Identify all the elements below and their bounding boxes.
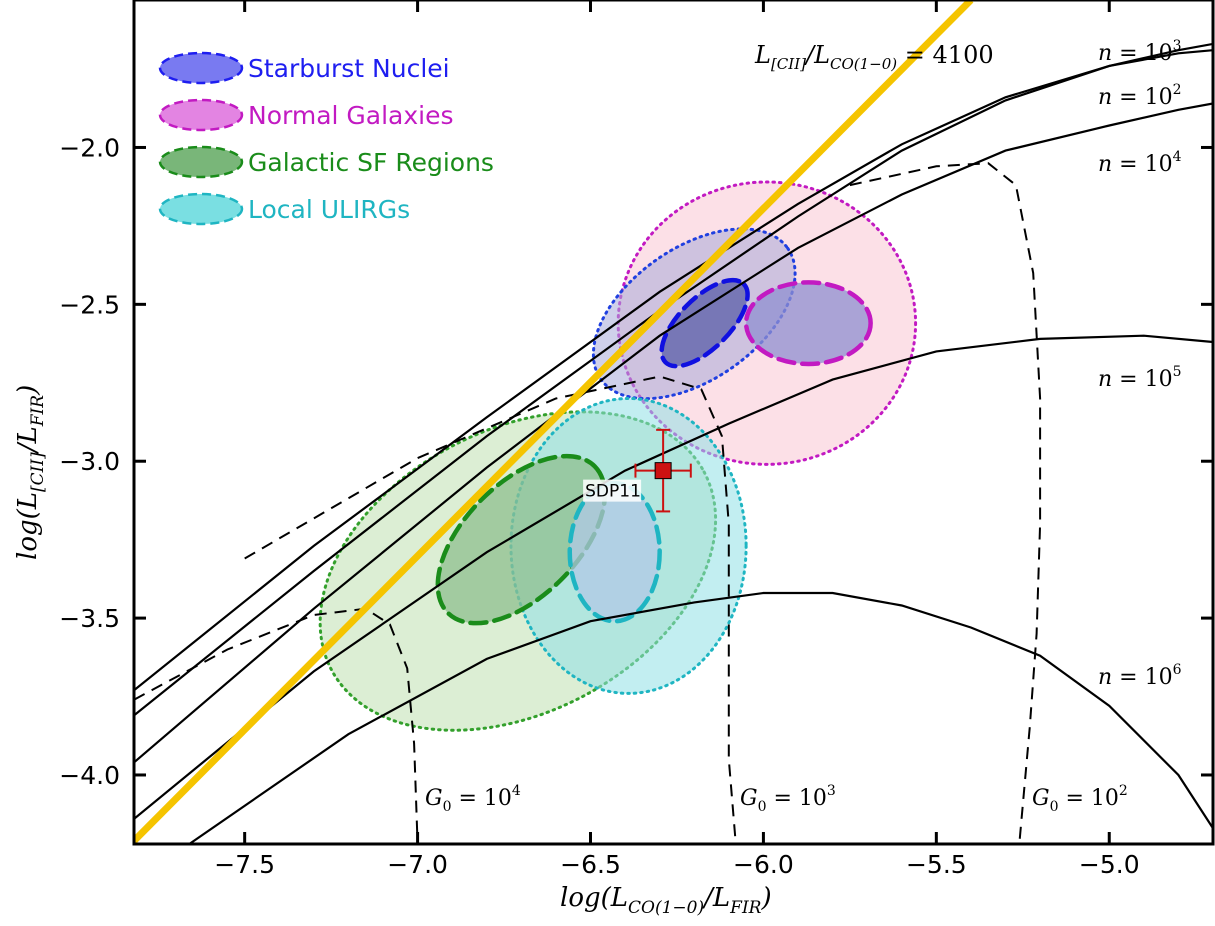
density-curves bbox=[134, 42, 1213, 844]
legend-label-normal-galaxies: Normal Galaxies bbox=[248, 101, 454, 130]
legend-label-local-ulirgs: Local ULIRGs bbox=[248, 195, 410, 224]
legend-label-starburst-nuclei: Starburst Nuclei bbox=[248, 54, 450, 83]
density-curve-n-10-2 bbox=[134, 49, 1213, 692]
density-label-n1e2: n = 102 bbox=[1098, 82, 1182, 110]
density-label-n1e4: n = 104 bbox=[1098, 149, 1182, 177]
density-label-n1e5: n = 105 bbox=[1098, 364, 1182, 392]
tick-labels: −7.5 −7.0 −6.5 −6.0 −5.5 −5.0 −4.0 −3.5 −3.0 −2.5… bbox=[59, 133, 1139, 879]
data-points: SDP11 bbox=[583, 428, 692, 513]
y-tick-label-0: −4.0 bbox=[59, 761, 120, 790]
point-sdp11-marker bbox=[654, 462, 672, 480]
region-local-ulirgs-inner bbox=[567, 480, 662, 624]
legend-patch-galactic-sf-regions bbox=[158, 145, 244, 179]
plot-frame bbox=[132, 0, 1215, 846]
x-tick-label-2: −6.5 bbox=[560, 850, 621, 879]
x-tick-label-5: −5.0 bbox=[1079, 850, 1140, 879]
legend-patch-local-ulirgs bbox=[158, 192, 244, 226]
legend: Starburst Nuclei Normal Galaxies Galactic … bbox=[158, 51, 494, 226]
g0-label-1e2: G0 = 102 bbox=[1032, 783, 1128, 815]
g0-label-1e3: G0 = 103 bbox=[740, 783, 836, 815]
y-tick-label-3: −2.5 bbox=[59, 290, 120, 319]
g0-curve-g0-10-4 bbox=[134, 607, 419, 844]
x-tick-label-0: −7.5 bbox=[214, 850, 275, 879]
x-tick-label-4: −5.5 bbox=[906, 850, 967, 879]
y-tick-label-1: −3.5 bbox=[59, 604, 120, 633]
density-label-n1e6: n = 106 bbox=[1098, 662, 1182, 690]
ticks bbox=[134, 0, 1213, 844]
g0-curve-g0-10-3 bbox=[244, 375, 737, 844]
legend-label-galactic-sf-regions: Galactic SF Regions bbox=[248, 148, 494, 177]
inner-regions bbox=[435, 277, 873, 626]
density-curve-n-10-4 bbox=[134, 102, 1213, 764]
legend-patch-normal-galaxies bbox=[158, 98, 244, 132]
y-tick-label-4: −2.0 bbox=[59, 133, 120, 162]
x-tick-label-3: −6.0 bbox=[733, 850, 794, 879]
point-sdp11-label-bg bbox=[583, 479, 642, 502]
region-starburst-nuclei-inner bbox=[659, 277, 750, 369]
density-curve-n-10-3 bbox=[134, 42, 1213, 717]
density-curve-n-10-5 bbox=[134, 334, 1213, 820]
g0-label-1e4: G0 = 104 bbox=[425, 783, 521, 815]
x-tick-label-1: −7.0 bbox=[387, 850, 448, 879]
density-curve-n-10-6 bbox=[188, 591, 1213, 844]
ratio-line bbox=[134, 0, 974, 844]
g0-curves bbox=[134, 162, 1042, 844]
legend-patch-starburst-nuclei bbox=[158, 51, 244, 85]
g0-curve-g0-10-2 bbox=[849, 162, 1042, 844]
region-normal-galaxies-inner bbox=[743, 280, 873, 367]
density-label-n1e3: n = 103 bbox=[1098, 38, 1182, 66]
region-galactic-sf-regions-inner bbox=[435, 453, 608, 626]
point-sdp11-label: SDP11 bbox=[585, 482, 641, 502]
plot-area: SDP11 bbox=[134, 0, 1213, 844]
y-tick-label-2: −3.0 bbox=[59, 447, 120, 476]
